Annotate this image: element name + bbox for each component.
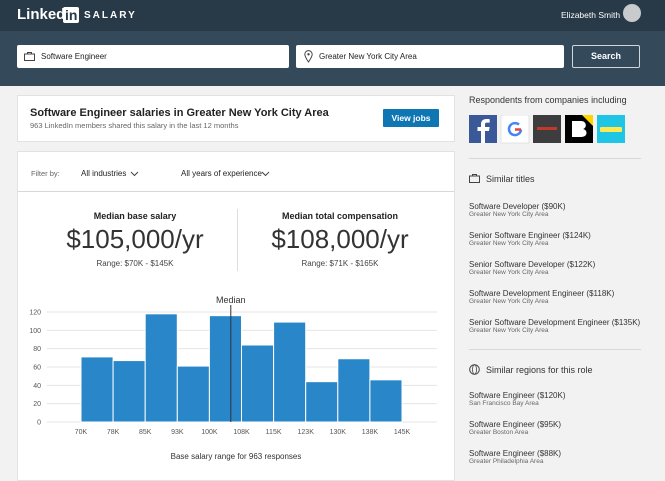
histogram-bar [337, 358, 371, 423]
title-query: Software Engineer [41, 52, 107, 61]
y-tick-label: 80 [33, 346, 41, 353]
stat-label: Median total compensation [281, 211, 398, 221]
x-tick-label: 100K [201, 429, 218, 436]
divider [469, 158, 641, 159]
top-bar: Linked in SALARY Elizabeth Smith [0, 0, 665, 31]
logo-word: Linked [17, 6, 66, 23]
x-axis-label: Base salary range for 963 responses [171, 452, 302, 461]
similar-region-link[interactable]: Software Engineer ($95K) [469, 420, 562, 429]
histogram-bar [80, 356, 114, 423]
filter-label: Filter by: [31, 169, 60, 178]
location-query: Greater New York City Area [319, 52, 417, 61]
median-label: Median [216, 295, 246, 305]
experience-filter[interactable]: All years of experience [181, 169, 262, 178]
similar-region-link[interactable]: Software Engineer ($120K) [469, 391, 566, 400]
logo-mark [600, 127, 622, 132]
y-tick-label: 60 [33, 365, 41, 372]
salary-card: Filter by: All industries All years of e… [17, 151, 455, 481]
x-tick-label: 70K [75, 429, 88, 436]
y-tick-label: 20 [33, 401, 41, 408]
salary-histogram: 0 20 40 60 80 100 120 70K 78K 85K 93K 100K 108K 115K 1… [29, 295, 437, 461]
logo-mark [537, 127, 557, 130]
user-name[interactable]: Elizabeth Smith [561, 10, 621, 20]
similar-regions-heading: Similar regions for this role [486, 365, 593, 375]
y-tick-label: 0 [37, 420, 41, 427]
pin-icon [304, 50, 313, 63]
divider [18, 191, 454, 192]
briefcase-icon [24, 52, 35, 61]
logo-mark [572, 121, 587, 137]
industry-filter[interactable]: All industries [81, 169, 127, 178]
search-button[interactable]: Search [572, 45, 640, 68]
histogram-bar [369, 379, 403, 423]
histogram-bar [241, 344, 275, 423]
stat-range: Range: $70K - $145K [96, 259, 174, 268]
similar-region-location: Greater Boston Area [469, 429, 529, 436]
companies-title: Respondents from companies including [469, 95, 627, 105]
similar-title-link[interactable]: Software Development Engineer ($118K) [469, 289, 615, 298]
stat-value: $105,000/yr [66, 224, 204, 254]
logo-mark [582, 115, 593, 126]
histogram-bar [144, 313, 178, 423]
similar-title-location: Greater New York City Area [469, 269, 549, 276]
histogram-bar [112, 360, 146, 423]
summary-title: Software Engineer salaries in Greater Ne… [30, 107, 329, 119]
x-tick-label: 145K [394, 429, 411, 436]
stat-value: $108,000/yr [271, 224, 409, 254]
y-tick-label: 100 [29, 328, 41, 335]
x-tick-label: 85K [139, 429, 152, 436]
histogram-bar [176, 365, 210, 423]
histogram-bar [273, 321, 307, 423]
x-tick-label: 123K [298, 429, 315, 436]
y-tick-label: 40 [33, 383, 41, 390]
logo-badge: in [63, 7, 80, 23]
x-tick-label: 78K [107, 429, 120, 436]
stat-label: Median base salary [93, 211, 177, 221]
company-logos [469, 115, 625, 144]
similar-region-location: Greater Philadelphia Area [469, 458, 544, 465]
chevron [130, 171, 139, 177]
similar-title-link[interactable]: Senior Software Engineer ($124K) [469, 231, 591, 240]
location-input[interactable]: Greater New York City Area [296, 45, 564, 68]
similar-title-location: Greater New York City Area [469, 211, 549, 218]
x-tick-label: 115K [266, 429, 282, 436]
summary-subtitle: 963 LinkedIn members shared this salary … [30, 121, 239, 130]
x-tick-label: 130K [330, 429, 347, 436]
y-tick-label: 120 [29, 310, 41, 317]
logo-google [500, 115, 530, 144]
histogram-bar [208, 315, 242, 423]
similar-title-location: Greater New York City Area [469, 240, 549, 247]
x-tick-label: 108K [233, 429, 250, 436]
summary-card: Software Engineer salaries in Greater Ne… [17, 95, 455, 142]
product-name: SALARY [84, 10, 137, 21]
similar-region-location: San Francisco Bay Area [469, 400, 539, 407]
histogram-bar [305, 381, 339, 423]
stat-range: Range: $71K - $165K [301, 259, 379, 268]
globe-icon [469, 364, 480, 375]
similar-title-location: Greater New York City Area [469, 298, 549, 305]
avatar[interactable] [623, 4, 641, 22]
similar-titles-heading: Similar titles [486, 174, 535, 184]
x-tick-label: 93K [171, 429, 184, 436]
title-input[interactable]: Software Engineer [17, 45, 289, 68]
similar-title-link[interactable]: Software Developer ($90K) [469, 202, 566, 211]
briefcase-icon [469, 174, 480, 183]
similar-title-link[interactable]: Senior Software Development Engineer ($1… [469, 318, 641, 327]
similar-title-location: Greater New York City Area [469, 327, 549, 334]
divider [469, 349, 641, 350]
similar-title-link[interactable]: Senior Software Developer ($122K) [469, 260, 596, 269]
divider [237, 209, 238, 271]
chevron [261, 171, 270, 177]
x-tick-label: 138K [362, 429, 379, 436]
logo-mark [477, 119, 490, 143]
view-jobs-button[interactable]: View jobs [383, 109, 439, 127]
logo-mark [507, 121, 523, 137]
similar-region-link[interactable]: Software Engineer ($88K) [469, 449, 562, 458]
